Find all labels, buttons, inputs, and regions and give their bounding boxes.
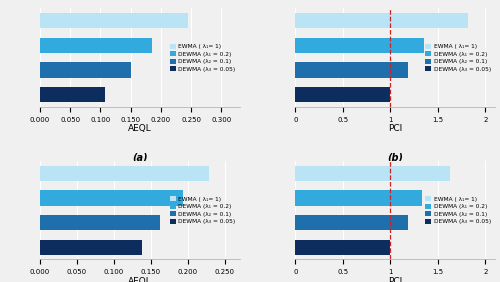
Bar <box>40 87 106 102</box>
Legend: EWMA ( λ₁= 1), DEWMA (λ₁ = 0.2), DEWMA (λ₂ = 0.1), DEWMA (λ₃ = 0.05): EWMA ( λ₁= 1), DEWMA (λ₁ = 0.2), DEWMA (… <box>169 195 236 225</box>
Bar <box>296 239 390 255</box>
Bar <box>40 215 160 230</box>
Bar <box>296 87 390 102</box>
X-axis label: AEQL: AEQL <box>128 277 152 282</box>
X-axis label: PCI: PCI <box>388 277 402 282</box>
Bar <box>40 13 188 28</box>
Bar <box>296 38 424 53</box>
Bar <box>296 62 408 78</box>
Legend: EWMA ( λ₁= 1), DEWMA (λ₁ = 0.2), DEWMA (λ₂ = 0.1), DEWMA (λ₃ = 0.05): EWMA ( λ₁= 1), DEWMA (λ₁ = 0.2), DEWMA (… <box>424 43 492 73</box>
Bar <box>296 13 469 28</box>
Bar <box>296 166 450 181</box>
Bar <box>40 62 130 78</box>
Legend: EWMA ( λ₁= 1), DEWMA (λ₁ = 0.2), DEWMA (λ₂ = 0.1), DEWMA (λ₃ = 0.05): EWMA ( λ₁= 1), DEWMA (λ₁ = 0.2), DEWMA (… <box>169 43 236 73</box>
Bar <box>296 190 422 206</box>
Text: (a): (a) <box>132 152 148 162</box>
Bar <box>296 215 408 230</box>
Text: (b): (b) <box>387 152 403 162</box>
X-axis label: AEQL: AEQL <box>128 124 152 133</box>
Bar <box>40 38 152 53</box>
X-axis label: PCI: PCI <box>388 124 402 133</box>
Bar <box>40 166 208 181</box>
Bar <box>40 190 182 206</box>
Bar <box>40 239 142 255</box>
Legend: EWMA ( λ₁= 1), DEWMA (λ₁ = 0.2), DEWMA (λ₂ = 0.1), DEWMA (λ₃ = 0.05): EWMA ( λ₁= 1), DEWMA (λ₁ = 0.2), DEWMA (… <box>424 195 492 225</box>
